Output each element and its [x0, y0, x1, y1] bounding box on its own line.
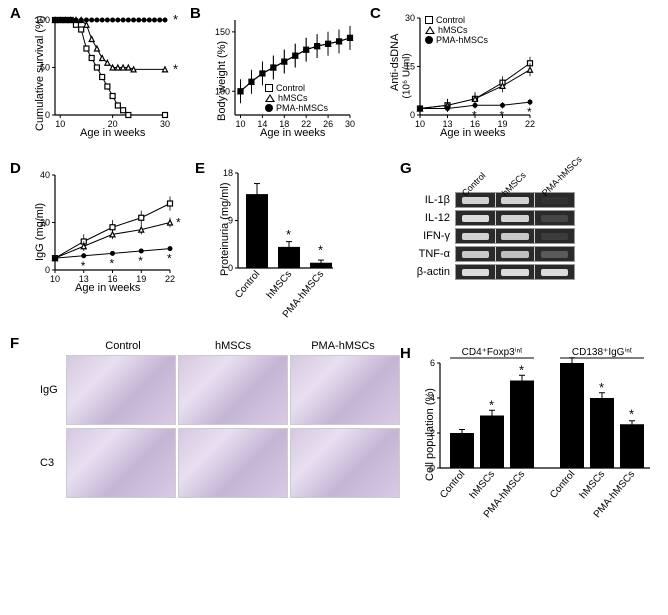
svg-text:*: * — [519, 363, 524, 378]
panel-g-label: G — [400, 160, 412, 177]
panel-d-chart: 101316192202040***** — [35, 165, 185, 295]
svg-text:Control: Control — [233, 269, 262, 301]
svg-text:*: * — [173, 61, 178, 76]
panel-f-header: PMA-hMSCs — [288, 340, 398, 352]
svg-text:*: * — [489, 398, 494, 413]
svg-text:22: 22 — [165, 274, 175, 284]
svg-text:*: * — [110, 256, 115, 270]
panel-c-xlabel: Age in weeks — [440, 127, 505, 139]
panel-c-label: C — [370, 5, 381, 22]
panel-d-ylabel: IgG (mg/ml) — [34, 181, 46, 261]
svg-text:Control: Control — [548, 469, 577, 501]
svg-text:*: * — [176, 216, 181, 230]
histology-image — [66, 355, 176, 425]
legend-hmscs: hMSCs — [438, 25, 468, 35]
legend-hmscs: hMSCs — [278, 93, 308, 103]
panel-a-label: A — [10, 5, 21, 22]
panel-b-ylabel: Body weight (%) — [216, 21, 228, 121]
panel-e-ylabel: Proteinuria (mg/ml) — [219, 166, 231, 276]
gel-band-row — [455, 246, 575, 262]
svg-text:*: * — [629, 406, 634, 421]
panel-g-header: PMA-hMSCs — [540, 154, 584, 198]
panel-c-legend: Control hMSCs PMA-hMSCs — [425, 15, 488, 45]
gel-row-label: IL-12 — [405, 212, 450, 224]
panel-h-ylabel: Cell population (%) — [424, 371, 436, 481]
panel-d: D 101316192202040***** IgG (mg/ml) Age i… — [10, 160, 185, 305]
legend-pma: PMA-hMSCs — [436, 35, 488, 45]
svg-text:*: * — [138, 254, 143, 268]
legend-control: Control — [436, 15, 465, 25]
gel-band-row — [455, 210, 575, 226]
panel-b-label: B — [190, 5, 201, 22]
panel-f-label: F — [10, 335, 19, 352]
svg-text:40: 40 — [40, 170, 50, 180]
panel-a-chart: 102030050100** — [35, 10, 185, 140]
svg-text:10: 10 — [235, 119, 245, 129]
legend-pma: PMA-hMSCs — [276, 103, 328, 113]
gel-row-label: IL-1β — [405, 194, 450, 206]
svg-text:10: 10 — [415, 119, 425, 129]
gel-band-row — [455, 192, 575, 208]
histology-image — [290, 355, 400, 425]
panel-f-header: Control — [68, 340, 178, 352]
svg-text:0: 0 — [410, 110, 415, 120]
svg-text:CD4⁺Foxp3ⁱⁿᵗ: CD4⁺Foxp3ⁱⁿᵗ — [462, 347, 523, 358]
panel-f-row-label: IgG — [40, 384, 66, 396]
svg-text:*: * — [318, 243, 323, 258]
svg-text:*: * — [81, 259, 86, 273]
histology-image — [290, 428, 400, 498]
gel-row-label: IFN-γ — [405, 230, 450, 242]
panel-e-label: E — [195, 160, 205, 177]
panel-c: C 101316192201530*** Anti-dsDNA (10⁶ U/m… — [370, 5, 545, 150]
svg-text:*: * — [173, 12, 178, 27]
histology-image — [178, 355, 288, 425]
panel-b-chart: 101418222630100150 — [215, 10, 365, 140]
svg-text:hMSCs: hMSCs — [578, 469, 608, 501]
svg-text:*: * — [527, 105, 532, 119]
panel-e-chart: 0918Control*hMSCs*PMA-hMSCs — [220, 165, 360, 325]
panel-b-legend: Control hMSCs PMA-hMSCs — [265, 83, 328, 113]
svg-text:*: * — [500, 108, 505, 122]
gel-row-label: β-actin — [405, 266, 450, 278]
panel-a-ylabel: Cumulative survival (%) — [34, 11, 46, 131]
panel-h: H 0246Control*hMSCs*PMA-hMSCsCD4⁺Foxp3ⁱⁿ… — [400, 345, 660, 545]
panel-c-ylabel: Anti-dsDNA — [389, 21, 401, 91]
svg-text:hMSCs: hMSCs — [265, 269, 295, 301]
panel-f-row-label: C3 — [40, 457, 66, 469]
svg-text:*: * — [286, 227, 291, 242]
svg-text:*: * — [599, 380, 604, 395]
histology-image — [178, 428, 288, 498]
panel-d-label: D — [10, 160, 21, 177]
svg-text:30: 30 — [160, 119, 170, 129]
panel-f: F ControlhMSCsPMA-hMSCsIgGC3 — [10, 335, 390, 530]
svg-text:22: 22 — [525, 119, 535, 129]
svg-text:Control: Control — [438, 469, 467, 501]
gel-band-row — [455, 228, 575, 244]
panel-e: E 0918Control*hMSCs*PMA-hMSCs Proteinuri… — [195, 160, 360, 325]
svg-text:30: 30 — [345, 119, 355, 129]
svg-text:10: 10 — [55, 119, 65, 129]
panel-c-ylabel2: (10⁶ U/ml) — [402, 29, 413, 99]
legend-control: Control — [276, 83, 305, 93]
svg-text:*: * — [472, 108, 477, 122]
histology-image — [66, 428, 176, 498]
svg-text:CD138⁺IgGⁱⁿᵗ: CD138⁺IgGⁱⁿᵗ — [572, 347, 632, 358]
panel-b: B 101418222630100150 Body weight (%) Age… — [190, 5, 365, 150]
gel-band-row — [455, 264, 575, 280]
panel-a: A 102030050100** Cumulative survival (%)… — [10, 5, 185, 150]
panel-d-xlabel: Age in weeks — [75, 282, 140, 294]
svg-text:30: 30 — [405, 13, 415, 23]
svg-text:0: 0 — [45, 265, 50, 275]
panel-b-xlabel: Age in weeks — [260, 127, 325, 139]
svg-text:*: * — [167, 252, 172, 266]
panel-f-header: hMSCs — [178, 340, 288, 352]
panel-a-xlabel: Age in weeks — [80, 127, 145, 139]
panel-h-label: H — [400, 345, 411, 362]
svg-text:hMSCs: hMSCs — [468, 469, 498, 501]
svg-text:10: 10 — [50, 274, 60, 284]
panel-g: G ControlhMSCsPMA-hMSCsIL-1βIL-12IFN-γTN… — [400, 160, 600, 330]
svg-text:6: 6 — [430, 358, 435, 368]
panel-h-chart: 0246Control*hMSCs*PMA-hMSCsCD4⁺Foxp3ⁱⁿᵗC… — [420, 345, 668, 540]
gel-row-label: TNF-α — [405, 248, 450, 260]
